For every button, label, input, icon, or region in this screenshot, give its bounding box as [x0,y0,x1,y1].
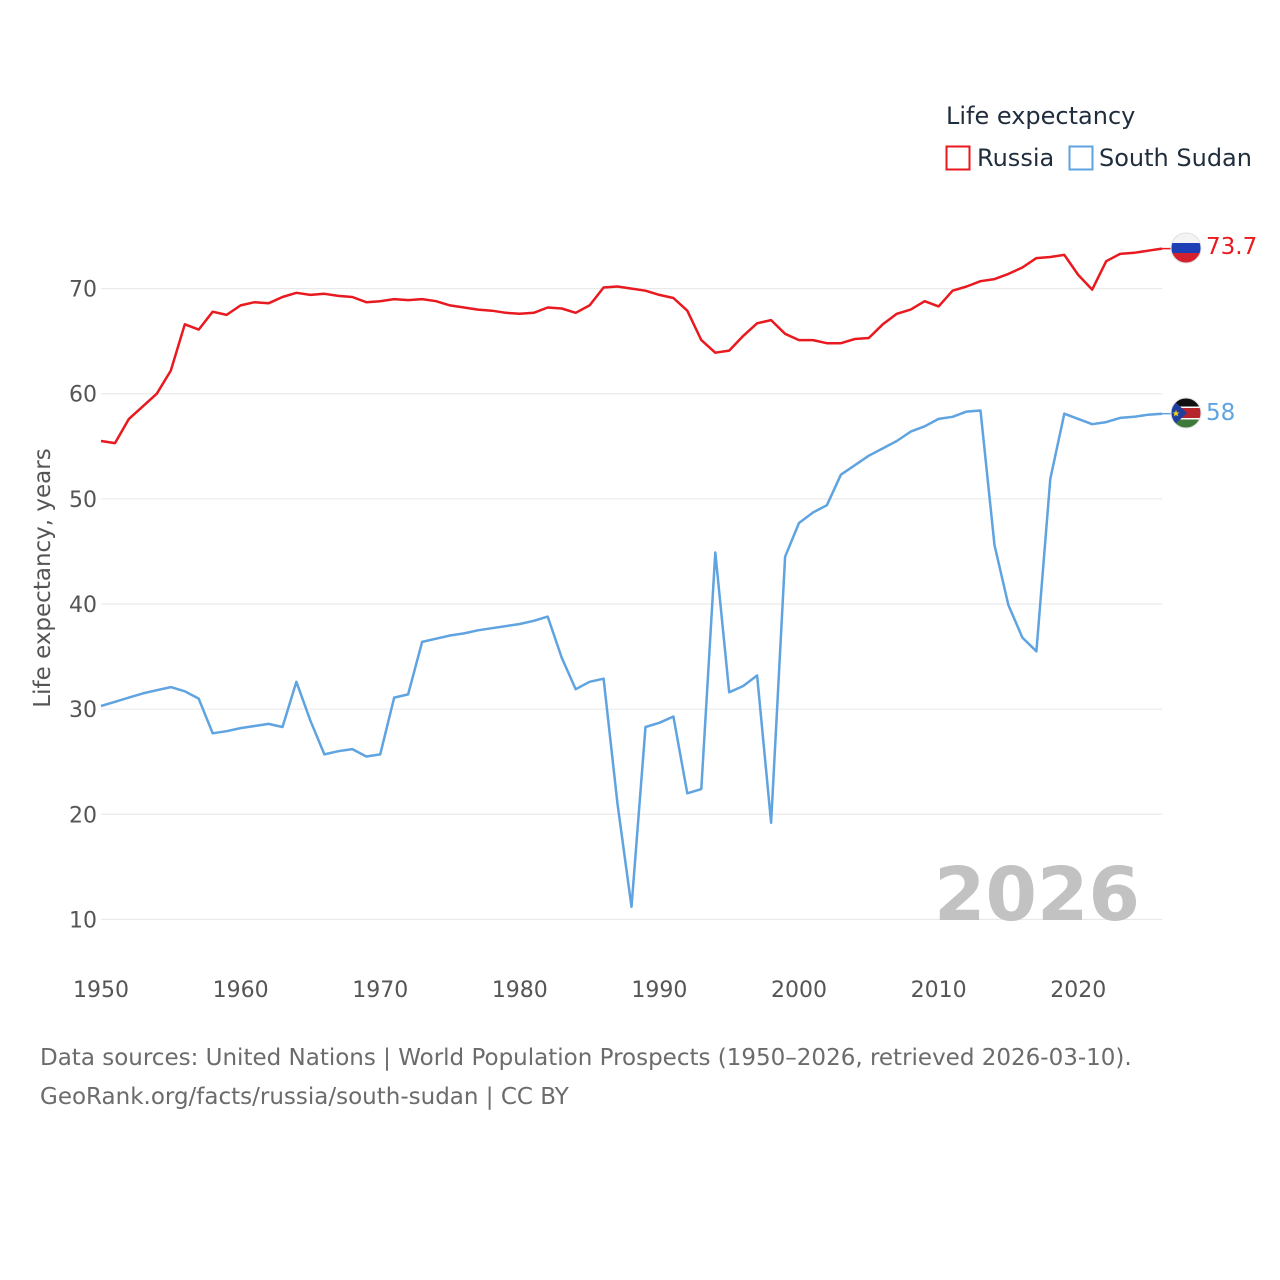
x-tick-label: 2020 [1050,978,1106,1003]
y-axis-title: Life expectancy, years [30,448,56,707]
x-tick-label: 1950 [73,978,129,1003]
series-lines [100,247,1172,909]
x-tick-label: 1960 [213,978,269,1003]
x-tick-label: 2000 [771,978,827,1003]
y-tick-label: 60 [69,383,97,408]
y-tick-label: 30 [69,698,97,723]
y-tick-label: 50 [69,488,97,513]
y-axis-ticks: 10 20 30 40 50 60 70 [69,278,97,934]
y-tick-label: 10 [69,908,97,933]
legend-swatch-russia[interactable] [945,145,971,171]
legend: Life expectancy Russia South Sudan [945,102,1252,172]
russia-flag-icon [1171,233,1201,263]
south-sudan-flag-icon [1171,398,1201,428]
year-watermark: 2026 [934,852,1140,938]
source-line-2[interactable]: GeoRank.org/facts/russia/south-sudan | C… [40,1084,569,1110]
legend-title: Life expectancy [946,102,1135,130]
y-tick-label: 20 [69,803,97,828]
x-tick-label: 2010 [911,978,967,1003]
series-line-south-sudan[interactable] [100,409,1163,909]
x-tick-label: 1970 [352,978,408,1003]
legend-label-south-sudan[interactable]: South Sudan [1099,144,1252,172]
end-value-south-sudan: 58 [1206,400,1235,426]
x-tick-label: 1990 [631,978,687,1003]
x-tick-label: 1980 [492,978,548,1003]
gridlines [101,288,1162,920]
x-axis-ticks: 1950 1960 1970 1980 1990 2000 2010 2020 [73,978,1106,1003]
y-tick-label: 40 [69,593,97,618]
y-tick-label: 70 [69,278,97,303]
legend-label-russia[interactable]: Russia [977,144,1054,172]
series-line-russia[interactable] [100,247,1163,445]
legend-swatch-south-sudan[interactable] [1068,145,1094,171]
end-value-russia: 73.7 [1206,234,1257,260]
source-line-1: Data sources: United Nations | World Pop… [40,1045,1132,1071]
